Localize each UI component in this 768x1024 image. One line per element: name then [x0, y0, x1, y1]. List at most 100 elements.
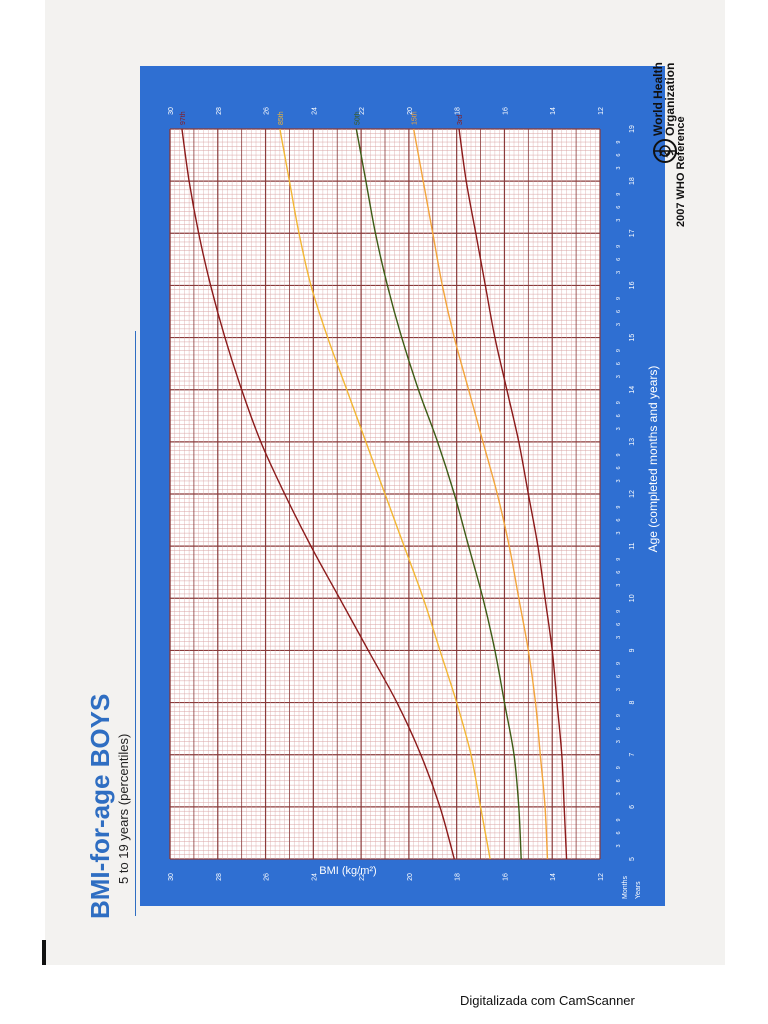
x-tick-label-month: 9: [616, 453, 622, 456]
x-tick-label-year: 7: [629, 753, 636, 757]
y-tick-label-right: 14: [550, 107, 557, 115]
x-tick-labels: 5 6 7 8 9 10 11 12 13 14 15 16 17 18 19 3 6 9 3 6 9 3 6 9 3 6 9 3 6 9…: [616, 125, 636, 861]
x-tick-label-month: 6: [616, 779, 622, 782]
y-axis-label: BMI (kg/m²): [319, 865, 376, 877]
y-tick-label-right: 24: [311, 107, 318, 115]
y-tick-label-left: 28: [216, 873, 223, 881]
y-tick-labels: 12 12 14 14 16 16 18 18 20 20 22 22 24 24 26 26 28 28 30 30: [168, 107, 605, 881]
x-tick-label-month: 6: [616, 362, 622, 365]
scan-edge: [42, 940, 46, 965]
series-label-50th: 50th: [354, 111, 361, 125]
y-tick-label-left: 20: [407, 873, 414, 881]
series-line-3rd: [458, 128, 568, 860]
y-tick-label-left: 26: [264, 873, 271, 881]
who-reference: 2007 WHO Reference: [675, 116, 687, 227]
y-tick-label-left: 24: [311, 873, 318, 881]
x-tick-label-month: 6: [616, 466, 622, 469]
x-tick-label-year: 17: [629, 229, 636, 237]
x-tick-label-year: 15: [629, 334, 636, 342]
y-tick-label-left: 14: [550, 873, 557, 881]
x-tick-label-month: 9: [616, 193, 622, 196]
series-label-97th: 97th: [180, 111, 187, 125]
x-tick-label-month: 9: [616, 610, 622, 613]
x-tick-label-month: 9: [616, 401, 622, 404]
x-tick-label-month: 6: [616, 154, 622, 157]
y-tick-label-left: 16: [502, 873, 509, 881]
x-tick-label-year: 10: [629, 594, 636, 602]
x-tick-label-month: 3: [616, 323, 622, 326]
x-tick-label-month: 6: [616, 727, 622, 730]
y-tick-label-right: 28: [216, 107, 223, 115]
y-tick-label-right: 12: [598, 107, 605, 115]
x-tick-label-month: 6: [616, 310, 622, 313]
series-label-15th: 15th: [412, 111, 419, 125]
y-tick-label-left: 30: [168, 873, 175, 881]
x-tick-label-month: 9: [616, 662, 622, 665]
y-tick-label-left: 22: [359, 873, 366, 881]
x-tick-label-year: 11: [629, 542, 636, 549]
y-tick-label-right: 26: [264, 107, 271, 115]
x-tick-label-month: 6: [616, 414, 622, 417]
x-tick-label-month: 3: [616, 688, 622, 691]
x-tick-label-month: 9: [616, 349, 622, 352]
x-tick-label-month: 9: [616, 766, 622, 769]
x-axis-label: Age (completed months and years): [646, 366, 660, 553]
x-tick-label-month: 6: [616, 623, 622, 626]
y-tick-label-left: 12: [598, 873, 605, 881]
scanner-footer: Digitalizada com CamScanner: [460, 993, 635, 1008]
x-tick-label-year: 13: [629, 438, 636, 446]
x-tick-label-month: 6: [616, 831, 622, 834]
x-tick-label-month: 9: [616, 297, 622, 300]
x-tick-label-month: 9: [616, 558, 622, 561]
series-line-15th: [412, 128, 549, 860]
series-label-85th: 85th: [278, 111, 285, 125]
y-tick-label-right: 20: [407, 107, 414, 115]
y-tick-label-right: 22: [359, 107, 366, 115]
x-tick-label-year: 6: [629, 805, 636, 809]
x-tick-label-month: 6: [616, 206, 622, 209]
x-tick-label-year: 9: [629, 648, 636, 652]
y-tick-label-right: 16: [502, 107, 509, 115]
who-organization-name: World Health Organization: [651, 62, 677, 136]
series-line-97th: [181, 128, 455, 860]
series-label-3rd: 3rd: [457, 115, 464, 125]
x-tick-label-month: 3: [616, 479, 622, 482]
x-tick-label-month: 9: [616, 506, 622, 509]
x-tick-label-month: 3: [616, 792, 622, 795]
x-tick-label-month: 3: [616, 219, 622, 222]
y-tick-label-left: 18: [455, 873, 462, 881]
x-tick-label-year: 16: [629, 281, 636, 289]
x-tick-label-year: 18: [629, 177, 636, 185]
x-tick-label-year: 5: [629, 857, 636, 861]
months-row-label: Months: [622, 876, 629, 899]
x-tick-label-month: 9: [616, 714, 622, 717]
x-tick-label-month: 3: [616, 427, 622, 430]
x-tick-label-month: 3: [616, 532, 622, 535]
x-tick-label-month: 6: [616, 571, 622, 574]
x-tick-label-month: 9: [616, 818, 622, 821]
percentile-curves: 97th 85th 50th 15th 3rd: [180, 111, 568, 860]
x-tick-label-month: 9: [616, 141, 622, 144]
y-tick-label-right: 18: [455, 107, 462, 115]
x-tick-label-month: 3: [616, 271, 622, 274]
x-tick-label-month: 3: [616, 584, 622, 587]
x-tick-label-month: 6: [616, 519, 622, 522]
x-tick-label-month: 3: [616, 636, 622, 639]
x-tick-label-month: 6: [616, 258, 622, 261]
x-tick-label-month: 3: [616, 375, 622, 378]
x-tick-label-month: 3: [616, 740, 622, 743]
y-tick-label-right: 30: [168, 107, 175, 115]
x-tick-label-year: 14: [629, 386, 636, 394]
x-tick-label-year: 8: [629, 701, 636, 705]
x-tick-label-month: 3: [616, 167, 622, 170]
who-logo: [653, 139, 677, 163]
x-tick-label-month: 6: [616, 675, 622, 678]
x-tick-label-month: 9: [616, 245, 622, 248]
x-tick-label-year: 19: [629, 125, 636, 133]
years-row-label: Years: [635, 881, 642, 899]
x-tick-label-year: 12: [629, 490, 636, 498]
series-line-50th: [355, 128, 522, 860]
series-line-85th: [279, 128, 491, 860]
